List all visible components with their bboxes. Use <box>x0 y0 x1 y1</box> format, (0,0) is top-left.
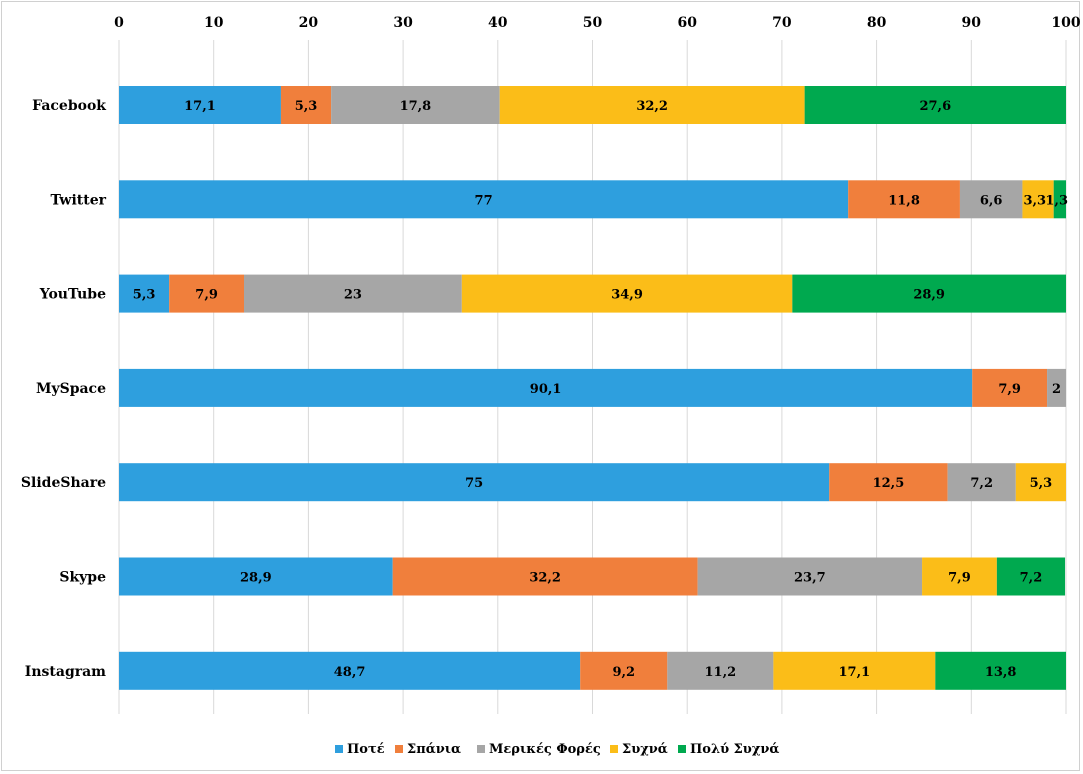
data-label: 5,3 <box>133 288 156 303</box>
data-label: 2 <box>1052 382 1061 397</box>
x-tick-label: 40 <box>488 15 508 31</box>
data-label: 90,1 <box>530 382 562 397</box>
bar-segment <box>947 463 1016 502</box>
bar-segment <box>331 86 500 124</box>
bar-segment <box>1022 180 1054 219</box>
data-label: 5,3 <box>295 99 318 114</box>
category-label: Twitter <box>51 192 107 208</box>
category-label: Facebook <box>32 98 106 114</box>
bar-segment <box>697 557 923 596</box>
x-tick-label: 100 <box>1051 15 1080 31</box>
bar-segment <box>773 651 936 690</box>
data-label: 3,3 <box>1023 193 1046 208</box>
data-label: 9,2 <box>612 665 635 680</box>
category-label: Instagram <box>25 664 106 680</box>
category-label: YouTube <box>39 287 106 303</box>
data-label: 77 <box>475 193 493 208</box>
x-tick-label: 50 <box>583 15 603 31</box>
bar-segment <box>119 180 849 219</box>
data-label: 23,7 <box>794 571 826 586</box>
data-label: 28,9 <box>913 288 945 303</box>
data-label: 7,9 <box>998 382 1021 397</box>
data-label: 6,6 <box>980 193 1003 208</box>
category-labels: Facebook Twitter YouTube MySpace SlideShare S… <box>21 98 107 680</box>
bar-segment <box>804 86 1066 124</box>
legend: Ποτέ Σπάνια Μερικές Φορές Συχνά Πολύ Συχνά <box>335 742 779 757</box>
legend-swatch <box>335 745 343 753</box>
data-label: 17,1 <box>184 99 216 114</box>
x-tick-label: 10 <box>204 15 224 31</box>
data-label: 1,3 <box>1045 193 1068 208</box>
bar-segment <box>169 274 245 313</box>
bar-segment <box>792 274 1066 313</box>
bar-segment <box>392 557 698 596</box>
data-label: 17,1 <box>839 665 871 680</box>
data-label: 28,9 <box>240 571 272 586</box>
bar-segment <box>996 557 1066 596</box>
x-axis-ticks: 0 10 20 30 40 50 60 70 80 90 100 <box>114 15 1081 31</box>
category-label: Skype <box>59 570 106 586</box>
bar-segment <box>935 651 1066 690</box>
bar-segment <box>119 368 973 407</box>
legend-swatch <box>610 745 618 753</box>
data-label: 48,7 <box>334 665 366 680</box>
x-tick-label: 70 <box>772 15 792 31</box>
legend-label: Πολύ Συχνά <box>690 742 779 757</box>
data-label: 34,9 <box>611 288 643 303</box>
bar-segment <box>280 86 332 124</box>
x-tick-label: 30 <box>393 15 413 31</box>
bar-segment <box>119 86 281 124</box>
data-label: 11,2 <box>705 665 737 680</box>
bar-segment <box>119 651 581 690</box>
data-label: 27,6 <box>919 99 951 114</box>
data-label: 7,2 <box>970 476 993 491</box>
x-tick-label: 90 <box>962 15 982 31</box>
data-label: 12,5 <box>873 476 905 491</box>
bar-segment <box>1015 463 1066 502</box>
data-label: 7,9 <box>195 288 218 303</box>
data-label: 32,2 <box>529 571 561 586</box>
data-label: 7,9 <box>948 571 971 586</box>
bar-segment <box>848 180 960 219</box>
category-label: MySpace <box>36 381 106 397</box>
data-label: 11,8 <box>888 193 920 208</box>
data-label: 32,2 <box>636 99 668 114</box>
legend-label: Συχνά <box>622 742 668 757</box>
bar-segment <box>499 86 805 124</box>
data-label: 17,8 <box>400 99 432 114</box>
bar-segment <box>119 557 393 596</box>
x-tick-label: 80 <box>867 15 887 31</box>
bar-segment <box>580 651 668 690</box>
bar-segment <box>667 651 774 690</box>
legend-swatch <box>678 745 686 753</box>
bar-segment <box>829 463 948 502</box>
bars: 17,1 5,3 17,8 32,2 27,6 77 11,8 6,6 3,3 1,3 5,3 7,9… <box>119 86 1068 690</box>
category-label: SlideShare <box>21 475 106 491</box>
bar-segment <box>119 274 170 313</box>
legend-swatch <box>395 745 403 753</box>
bar-segment <box>959 180 1023 219</box>
legend-label: Μερικές Φορές <box>489 742 601 757</box>
bar-segment <box>119 463 830 502</box>
bar-segment <box>1047 368 1066 407</box>
legend-label: Σπάνια <box>407 742 461 757</box>
bar-segment <box>972 368 1048 407</box>
legend-label: Ποτέ <box>347 742 385 757</box>
bar-segment <box>244 274 462 313</box>
bar-segment <box>461 274 793 313</box>
legend-swatch <box>477 745 485 753</box>
data-label: 7,2 <box>1020 571 1043 586</box>
bar-segment <box>1053 180 1066 219</box>
data-label: 5,3 <box>1030 476 1053 491</box>
data-label: 13,8 <box>985 665 1017 680</box>
x-tick-label: 0 <box>114 15 124 31</box>
x-tick-label: 60 <box>677 15 697 31</box>
data-label: 75 <box>465 476 483 491</box>
x-tick-label: 20 <box>299 15 319 31</box>
bar-segment <box>922 557 997 596</box>
data-label: 23 <box>344 288 362 303</box>
